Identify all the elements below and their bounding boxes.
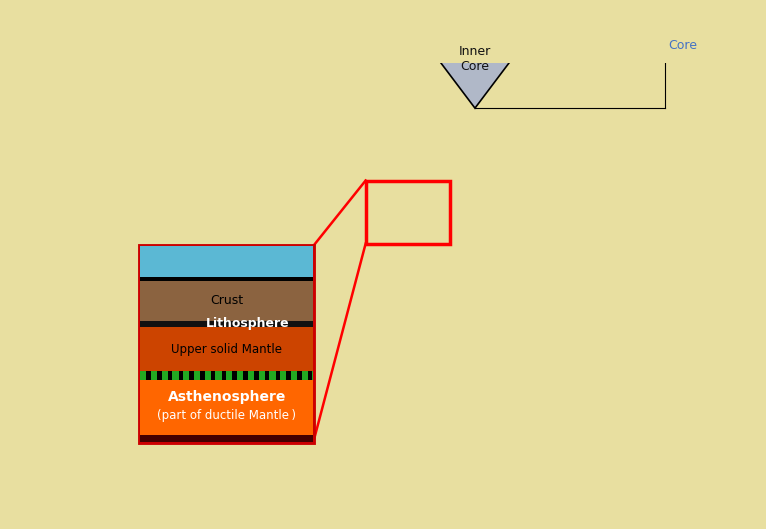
Bar	[140, 435, 313, 442]
Bar	[211, 371, 215, 380]
Bar	[205, 371, 211, 380]
Text: Upper solid Mantle: Upper solid Mantle	[171, 343, 282, 355]
Text: Lithosphere: Lithosphere	[205, 317, 290, 330]
Bar	[151, 371, 157, 380]
Text: Asthenosphere: Asthenosphere	[168, 390, 286, 404]
Bar	[157, 371, 162, 380]
Bar	[237, 371, 243, 380]
Bar	[146, 371, 151, 380]
Bar	[162, 371, 168, 380]
Bar	[270, 371, 276, 380]
Text: Inner
Core: Inner Core	[459, 45, 491, 74]
Bar	[243, 371, 248, 380]
Bar	[302, 371, 308, 380]
Bar	[194, 371, 200, 380]
Bar	[265, 371, 270, 380]
Bar	[259, 371, 265, 380]
Text: (part of ductile Mantle ): (part of ductile Mantle )	[157, 409, 296, 422]
Bar	[254, 371, 259, 380]
Text: Asthenosphere: Asthenosphere	[0, 528, 1, 529]
Bar	[286, 371, 291, 380]
Bar	[308, 371, 313, 380]
Text: Core: Core	[668, 39, 697, 52]
Bar	[365, 180, 450, 244]
Bar	[232, 371, 237, 380]
Bar	[189, 371, 194, 380]
Bar	[291, 371, 297, 380]
Bar	[297, 371, 302, 380]
Bar	[280, 371, 286, 380]
Bar	[226, 371, 232, 380]
Bar	[140, 280, 313, 321]
Bar	[140, 246, 313, 277]
Bar	[140, 371, 146, 380]
Text: Mid-Ocean Ridge: Mid-Ocean Ridge	[0, 528, 1, 529]
Text: Oceanic
Crust: Oceanic Crust	[0, 528, 1, 529]
Text: Crust: Crust	[210, 294, 243, 307]
Bar	[172, 371, 178, 380]
Bar	[140, 277, 313, 280]
Bar	[221, 371, 226, 380]
Bar	[276, 371, 280, 380]
Text: LAB: LAB	[0, 528, 1, 529]
Bar	[200, 371, 205, 380]
Polygon shape	[380, 0, 570, 38]
Bar	[140, 321, 313, 327]
Bar	[248, 371, 254, 380]
Bar	[168, 371, 172, 380]
Bar	[140, 246, 313, 442]
Bar	[140, 327, 313, 371]
Polygon shape	[421, 20, 529, 108]
Bar	[183, 371, 189, 380]
Text: Continental
Crust: Continental Crust	[0, 528, 1, 529]
Bar	[140, 379, 313, 435]
Bar	[178, 371, 183, 380]
Bar	[215, 371, 221, 380]
